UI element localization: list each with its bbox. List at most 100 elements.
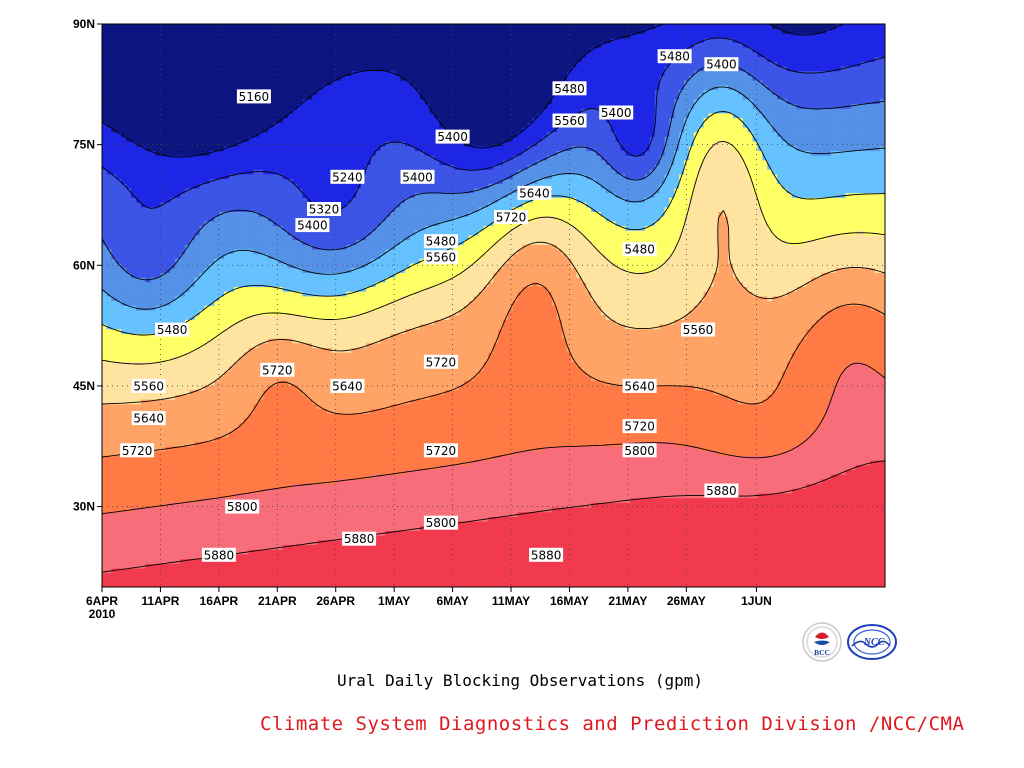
contour-fill-cell [571, 525, 577, 531]
contour-fill-cell [493, 567, 499, 574]
contour-fill-cell [463, 478, 470, 485]
contour-fill-cell [488, 478, 494, 485]
contour-fill-cell [708, 530, 715, 536]
contour-fill-cell [874, 582, 881, 587]
contour-fill-cell [370, 488, 377, 494]
contour-fill-cell [326, 525, 333, 531]
contour-fill-cell [855, 450, 861, 456]
contour-fill-cell [620, 567, 626, 574]
contour-fill-cell [307, 530, 313, 536]
contour-fill-cell [204, 460, 210, 466]
contour-fill-cell [728, 567, 734, 574]
contour-fill-cell [140, 582, 147, 587]
contour-fill-cell [483, 544, 489, 550]
contour-fill-cell [454, 567, 460, 574]
contour-fill-cell [439, 577, 445, 583]
contour-fill-cell [566, 497, 573, 503]
contour-fill-cell [346, 506, 352, 513]
contour-fill-cell [708, 572, 715, 578]
contour-fill-cell [640, 506, 646, 513]
contour-fill-cell [870, 539, 876, 546]
contour-fill-cell [380, 488, 387, 494]
contour-fill-cell [532, 502, 538, 508]
contour-fill-cell [165, 572, 171, 578]
contour-fill-cell [806, 478, 812, 485]
contour-fill-cell [277, 539, 284, 546]
contour-fill-cell [595, 539, 602, 546]
contour-fill-cell [434, 460, 440, 466]
contour-fill-cell [556, 525, 563, 531]
contour-fill-cell [321, 516, 328, 522]
contour-fill-cell [272, 525, 279, 531]
contour-fill-cell [630, 558, 636, 564]
contour-fill-cell [317, 450, 323, 456]
contour-fill-cell [248, 474, 254, 480]
contour-fill-cell [498, 553, 504, 560]
contour-fill-cell [542, 445, 548, 452]
contour-fill-cell [170, 558, 176, 564]
contour-fill-cell [204, 572, 210, 578]
contour-fill-cell [184, 436, 191, 442]
contour-fill-cell [449, 563, 455, 569]
contour-fill-cell [224, 474, 230, 480]
contour-fill-cell [620, 469, 626, 475]
contour-fill-cell [317, 558, 323, 564]
contour-fill-cell [410, 521, 416, 527]
contour-fill-cell [502, 577, 509, 583]
contour-fill-cell [410, 506, 416, 513]
contour-fill-cell [346, 492, 352, 499]
contour-fill-cell [121, 492, 127, 499]
contour-fill-cell [586, 460, 592, 466]
contour-fill-cell [184, 483, 191, 489]
contour-fill-cell [253, 441, 259, 447]
contour-fill-cell [150, 492, 157, 499]
contour-fill-cell [468, 455, 475, 461]
contour-fill-cell [209, 469, 215, 475]
contour-fill-cell [341, 553, 347, 560]
contour-fill-cell [556, 521, 563, 527]
contour-fill-cell [317, 506, 323, 513]
contour-fill-cell [312, 506, 318, 513]
contour-fill-cell [674, 506, 680, 513]
contour-fill-cell [165, 567, 171, 574]
contour-fill-cell [512, 497, 519, 503]
contour-fill-cell [224, 460, 230, 466]
contour-fill-cell [150, 455, 157, 461]
contour-fill-cell [835, 445, 842, 452]
contour-fill-cell [331, 558, 338, 564]
contour-fill-cell [272, 478, 279, 485]
contour-fill-cell [180, 549, 186, 555]
contour-fill-cell [219, 436, 225, 442]
contour-fill-cell [502, 474, 509, 480]
contour-fill-cell [561, 460, 568, 466]
contour-fill-cell [194, 455, 201, 461]
contour-fill-cell [424, 577, 431, 583]
contour-fill-cell [757, 553, 763, 560]
contour-fill-cell [698, 511, 705, 517]
contour-fill-cell [591, 502, 597, 508]
contour-fill-cell [263, 539, 269, 546]
contour-fill-cell [307, 488, 313, 494]
contour-fill-cell [732, 445, 739, 452]
contour-fill-cell [581, 558, 587, 564]
contour-fill-cell [566, 445, 573, 452]
contour-fill-cell [630, 502, 636, 508]
contour-fill-cell [605, 460, 612, 466]
contour-fill-cell [102, 506, 108, 513]
contour-fill-cell [102, 460, 108, 466]
contour-fill-cell [106, 563, 113, 569]
contour-fill-cell [718, 577, 724, 583]
contour-fill-cell [561, 535, 568, 541]
contour-fill-cell [116, 530, 122, 536]
contour-fill-cell [610, 483, 617, 489]
contour-fill-cell [131, 460, 137, 466]
contour-fill-cell [542, 539, 548, 546]
contour-fill-cell [106, 488, 113, 494]
contour-fill-cell [116, 506, 122, 513]
contour-fill-cell [649, 525, 656, 531]
contour-fill-cell [194, 511, 201, 517]
contour-fill-cell [742, 492, 749, 499]
contour-fill-cell [576, 511, 582, 517]
contour-fill-cell [840, 525, 847, 531]
contour-fill-cell [189, 549, 196, 555]
